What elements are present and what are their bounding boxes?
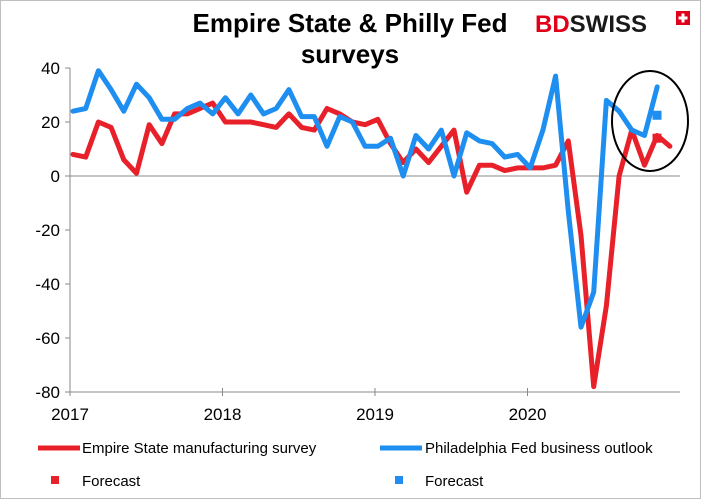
legend-label-empire: Empire State manufacturing survey bbox=[82, 440, 317, 457]
svg-text:BDSWISS: BDSWISS bbox=[535, 11, 647, 38]
forecast-layer bbox=[652, 110, 662, 143]
legend: Empire State manufacturing survey Philad… bbox=[38, 440, 653, 490]
y-tick-label: 40 bbox=[41, 59, 60, 78]
forecast-marker-empire-state bbox=[652, 133, 662, 143]
brand-prefix: BD bbox=[535, 11, 570, 38]
x-axis-ticks: 2017 2018 2019 2020 bbox=[51, 388, 680, 424]
y-tick-label: -80 bbox=[35, 383, 60, 402]
x-tick-label: 2019 bbox=[356, 405, 394, 424]
x-tick-label: 2018 bbox=[204, 405, 242, 424]
y-tick-label: 20 bbox=[41, 113, 60, 132]
legend-label-philly: Philadelphia Fed business outlook bbox=[425, 440, 653, 457]
series-layer bbox=[70, 68, 673, 390]
y-tick-label: -20 bbox=[35, 221, 60, 240]
highlight-ellipse bbox=[611, 70, 689, 172]
chart-title-line-1: Empire State & Philly Fed bbox=[193, 8, 508, 38]
legend-label-empire-forecast: Forecast bbox=[82, 473, 141, 490]
legend-swatch-empire-forecast bbox=[51, 476, 59, 484]
legend-label-philly-forecast: Forecast bbox=[425, 473, 484, 490]
y-tick-label: -60 bbox=[35, 329, 60, 348]
y-tick-label: -40 bbox=[35, 275, 60, 294]
brand-logo: BDSWISS bbox=[535, 11, 690, 38]
x-tick-label: 2017 bbox=[51, 405, 89, 424]
brand-name: SWISS bbox=[570, 11, 647, 38]
y-axis-ticks: -80 -60 -40 -20 0 20 40 bbox=[35, 59, 70, 402]
y-tick-label: 0 bbox=[51, 167, 60, 186]
swiss-cross-icon bbox=[676, 11, 690, 25]
chart-title-line-2: surveys bbox=[301, 39, 399, 69]
legend-swatch-philly-forecast bbox=[395, 476, 403, 484]
forecast-marker-philly-fed bbox=[652, 110, 662, 120]
series-line-philly-fed bbox=[70, 68, 660, 330]
x-tick-label: 2020 bbox=[509, 405, 547, 424]
